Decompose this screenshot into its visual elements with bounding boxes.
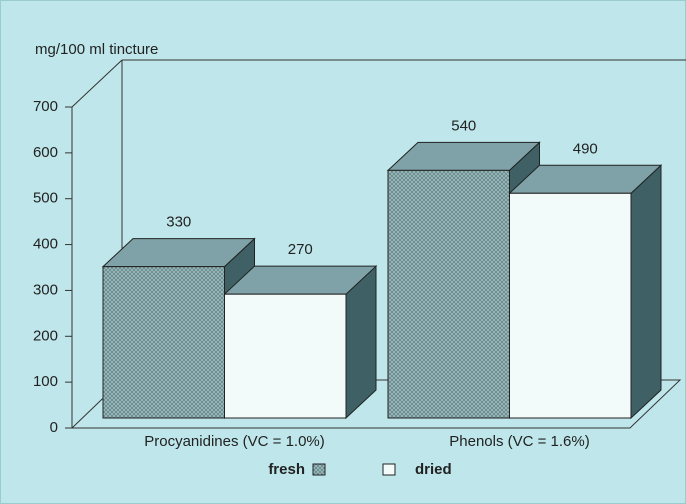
y-tick-label: 100: [33, 373, 58, 390]
value-label: 490: [573, 140, 598, 157]
y-axis-label: mg/100 ml tincture: [35, 41, 158, 58]
legend-label: fresh: [268, 461, 305, 478]
bar-front: [224, 293, 347, 419]
y-tick-label: 400: [33, 236, 58, 253]
legend-swatch: [382, 463, 396, 476]
legend-label: dried: [415, 461, 452, 478]
bar-front: [387, 169, 510, 419]
legend-swatch: [312, 463, 326, 476]
y-tick-label: 0: [50, 419, 58, 436]
x-tick-label: Phenols (VC = 1.6%): [449, 433, 590, 450]
bar-front: [102, 266, 225, 419]
y-tick-label: 500: [33, 190, 58, 207]
y-tick-label: 700: [33, 98, 58, 115]
x-tick-label: Procyanidines (VC = 1.0%): [144, 433, 325, 450]
y-tick-label: 300: [33, 281, 58, 298]
wall-diagonal: [71, 59, 123, 108]
bar: [223, 265, 378, 420]
bar-side: [630, 164, 662, 420]
bar: [508, 164, 663, 420]
bar-front: [509, 192, 632, 419]
value-label: 330: [166, 214, 191, 231]
value-label: 270: [288, 241, 313, 258]
value-label: 540: [451, 117, 476, 134]
y-tick-label: 600: [33, 144, 58, 161]
y-tick-label: 200: [33, 327, 58, 344]
